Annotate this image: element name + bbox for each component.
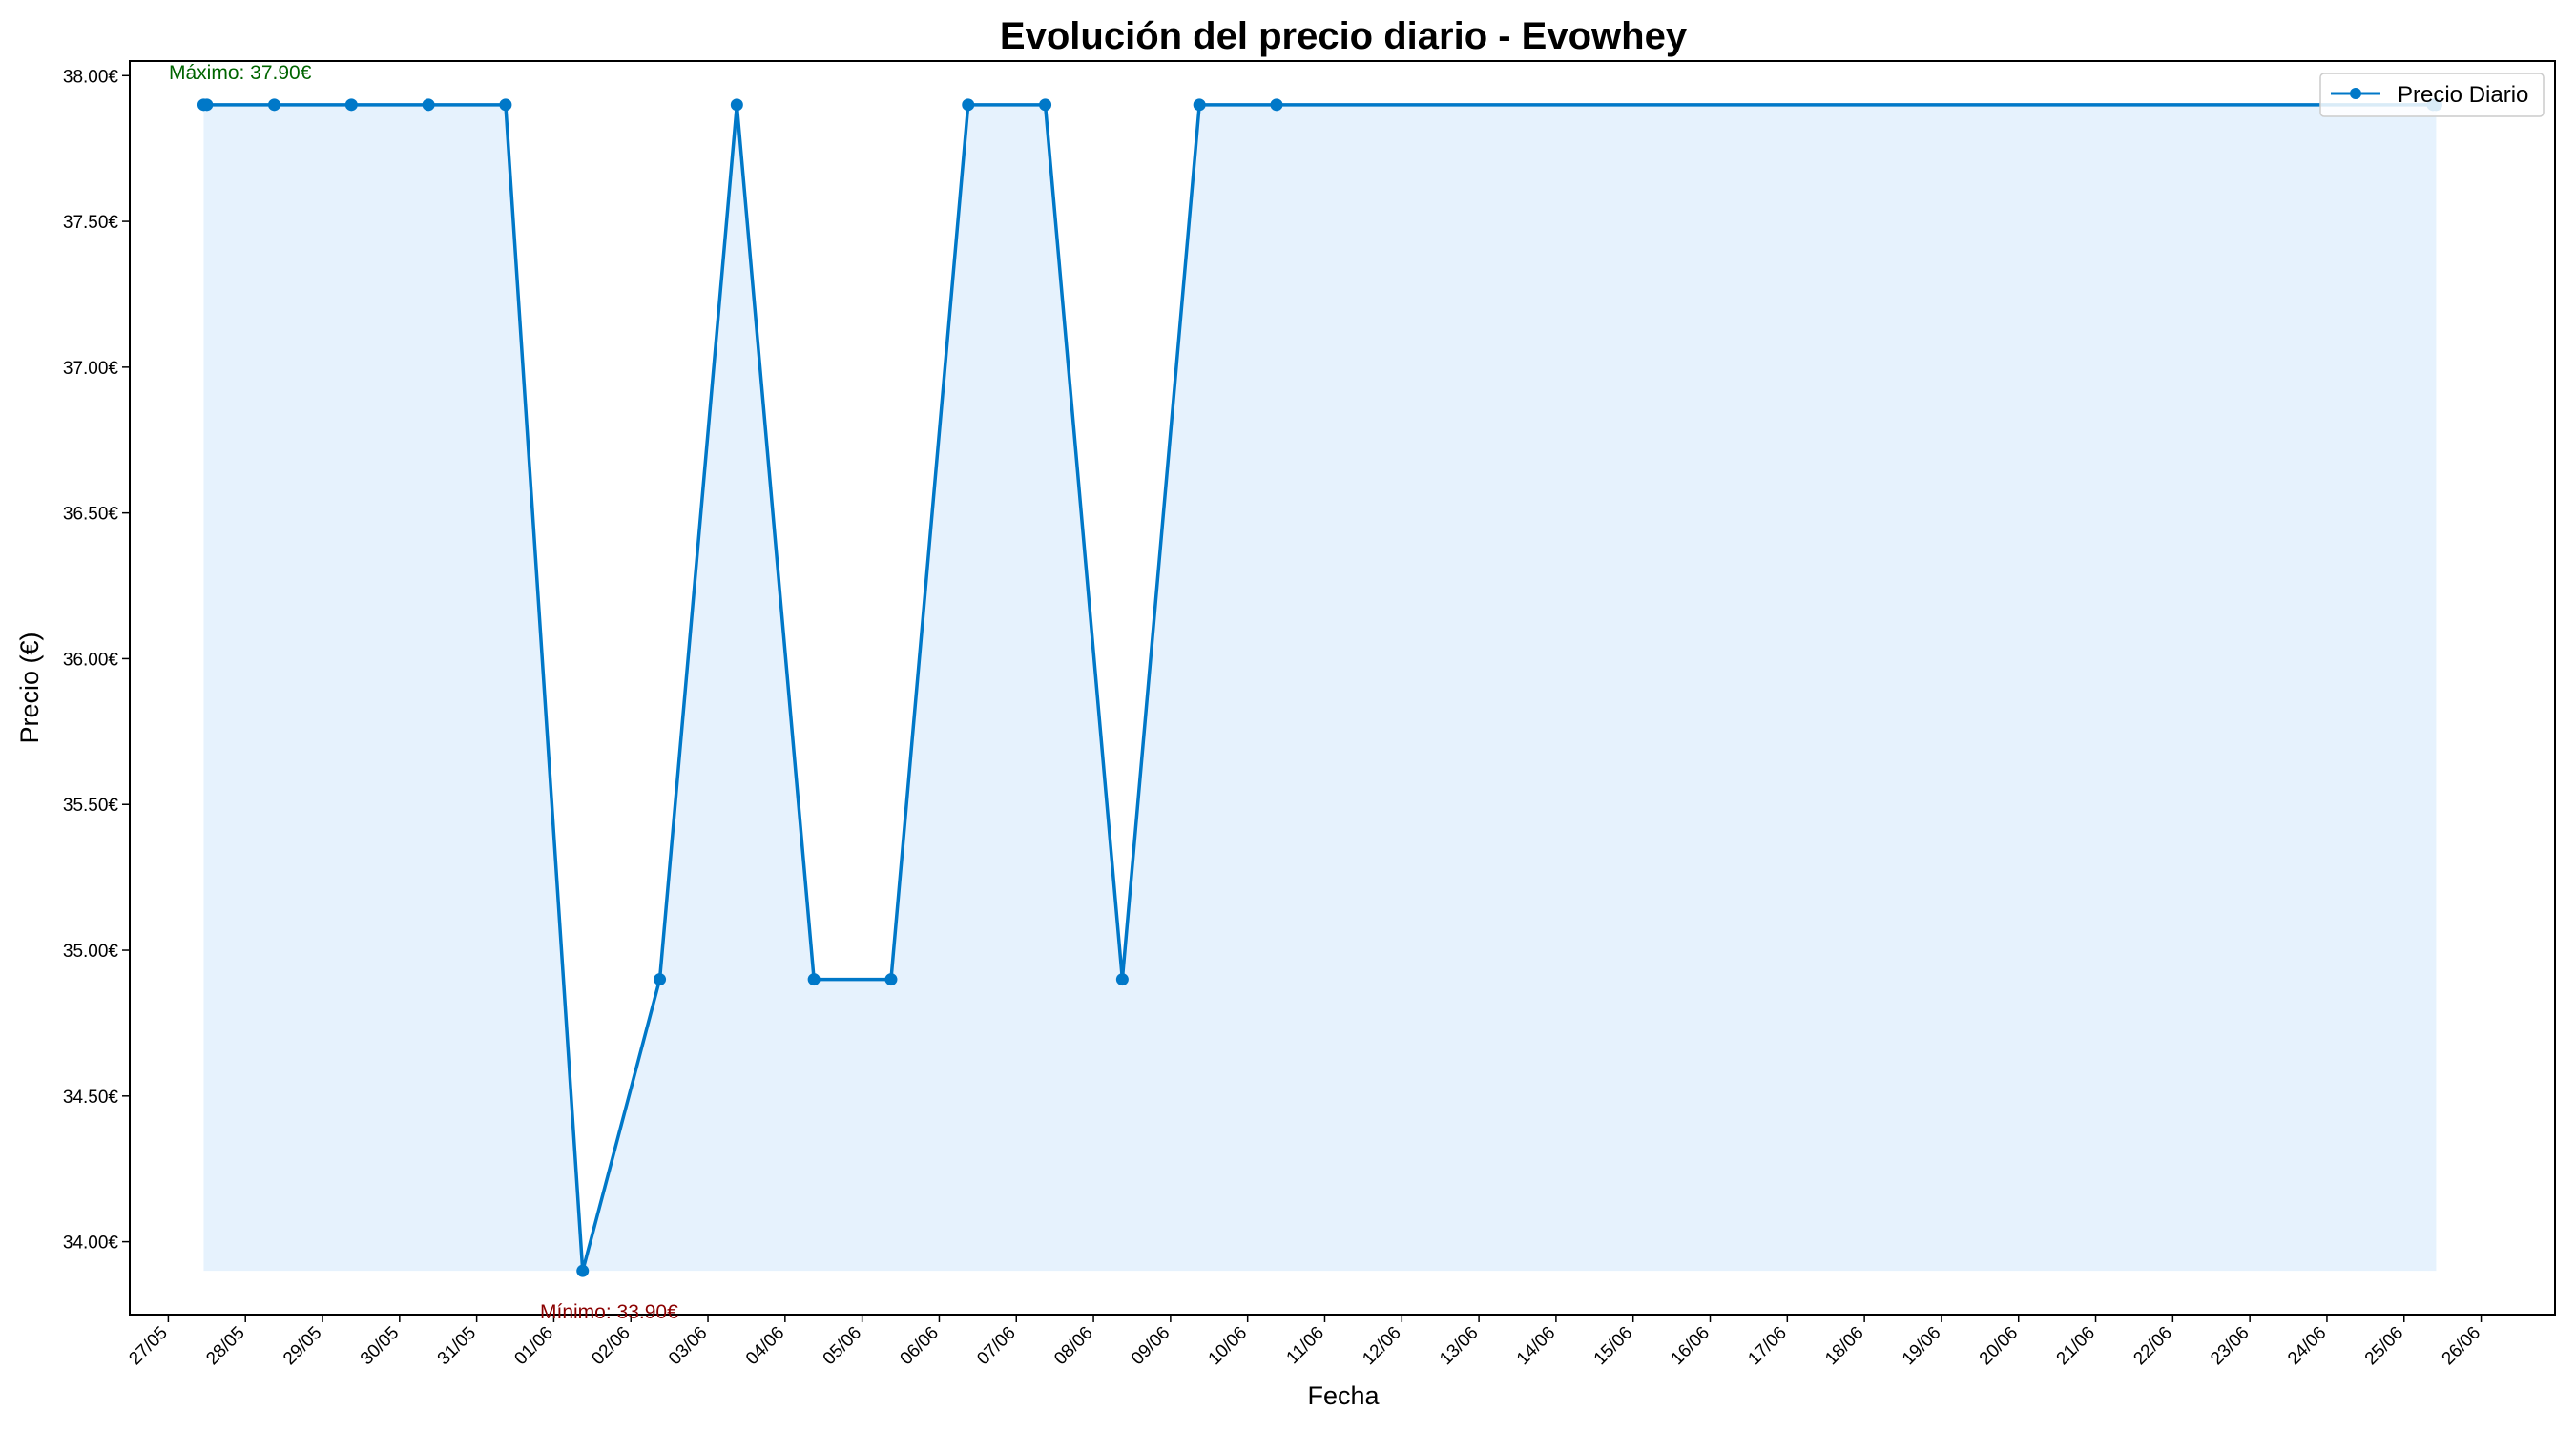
x-tick-label: 31/05: [434, 1323, 480, 1369]
y-tick-label: 35.00€: [63, 942, 119, 962]
x-tick-label: 17/06: [1744, 1323, 1790, 1369]
y-tick-label: 36.00€: [63, 650, 119, 670]
x-axis: 27/05 28/05 29/05 30/05 31/05 01/06 02/06 03/06…: [125, 1315, 2484, 1369]
plot-frame: [129, 60, 2556, 1316]
max-annotation: Máximo: 37.90€: [169, 62, 312, 84]
x-tick-label: 04/06: [742, 1323, 788, 1369]
min-annotation: Mínimo: 33.90€: [540, 1301, 678, 1323]
x-tick-label: 02/06: [588, 1323, 634, 1369]
y-tick-label: 35.50€: [63, 796, 119, 816]
x-tick-label: 30/05: [357, 1323, 403, 1369]
y-tick-label: 34.00€: [63, 1234, 119, 1254]
x-tick-label: 05/06: [820, 1323, 865, 1369]
x-tick-label: 22/06: [2129, 1323, 2175, 1369]
data-point: [730, 98, 743, 112]
x-axis-label: Fecha: [1307, 1381, 1380, 1410]
x-tick-label: 03/06: [665, 1323, 711, 1369]
data-point: [200, 98, 214, 112]
x-tick-label: 10/06: [1205, 1323, 1251, 1369]
y-axis: 34.00€ 34.50€ 35.00€ 35.50€ 36.00€ 36.50€ 37.0…: [63, 67, 130, 1254]
data-point: [1193, 98, 1206, 112]
data-point: [576, 1264, 590, 1277]
x-tick-label: 20/06: [1976, 1323, 2022, 1369]
y-tick-label: 36.50€: [63, 505, 119, 525]
x-tick-label: 09/06: [1128, 1323, 1174, 1369]
x-tick-label: 14/06: [1513, 1323, 1559, 1369]
y-tick-label: 38.00€: [63, 67, 119, 87]
x-tick-label: 06/06: [897, 1323, 943, 1369]
data-point: [884, 973, 898, 986]
x-tick-label: 13/06: [1436, 1323, 1482, 1369]
data-point: [344, 98, 358, 112]
legend-label: Precio Diario: [2398, 82, 2528, 108]
data-point: [499, 98, 512, 112]
x-tick-label: 23/06: [2207, 1323, 2253, 1369]
x-tick-label: 15/06: [1590, 1323, 1636, 1369]
data-point: [1039, 98, 1052, 112]
x-tick-label: 25/06: [2361, 1323, 2407, 1369]
x-tick-label: 24/06: [2284, 1323, 2330, 1369]
y-tick-label: 37.00€: [63, 359, 119, 379]
data-point: [268, 98, 281, 112]
x-tick-label: 01/06: [510, 1323, 556, 1369]
x-tick-label: 27/05: [125, 1323, 171, 1369]
x-tick-label: 08/06: [1050, 1323, 1096, 1369]
y-tick-label: 37.50€: [63, 213, 119, 233]
data-point: [654, 973, 667, 986]
x-tick-label: 12/06: [1359, 1323, 1404, 1369]
x-tick-label: 16/06: [1668, 1323, 1714, 1369]
data-point: [962, 98, 975, 112]
plot-area: [197, 98, 2442, 1277]
data-point: [422, 98, 435, 112]
x-tick-label: 18/06: [1821, 1323, 1867, 1369]
x-tick-label: 11/06: [1283, 1323, 1328, 1368]
price-line: [203, 103, 2437, 1273]
x-tick-label: 26/06: [2439, 1323, 2484, 1369]
x-tick-label: 28/05: [202, 1323, 248, 1369]
data-point: [807, 973, 821, 986]
price-area-fill: [203, 104, 2437, 1272]
data-point: [1115, 973, 1129, 986]
legend: Precio Diario: [2319, 73, 2545, 117]
x-tick-label: 07/06: [973, 1323, 1019, 1369]
chart-title: Evolución del precio diario - Evowhey: [1000, 15, 1688, 57]
legend-marker-sample: [2350, 88, 2361, 99]
y-axis-label: Precio (€): [15, 632, 44, 743]
x-tick-label: 19/06: [1899, 1323, 1944, 1369]
legend-box: [2319, 73, 2545, 117]
y-tick-label: 34.50€: [63, 1088, 119, 1108]
x-tick-label: 21/06: [2053, 1323, 2099, 1369]
x-tick-label: 29/05: [280, 1323, 325, 1369]
data-point: [1270, 98, 1283, 112]
